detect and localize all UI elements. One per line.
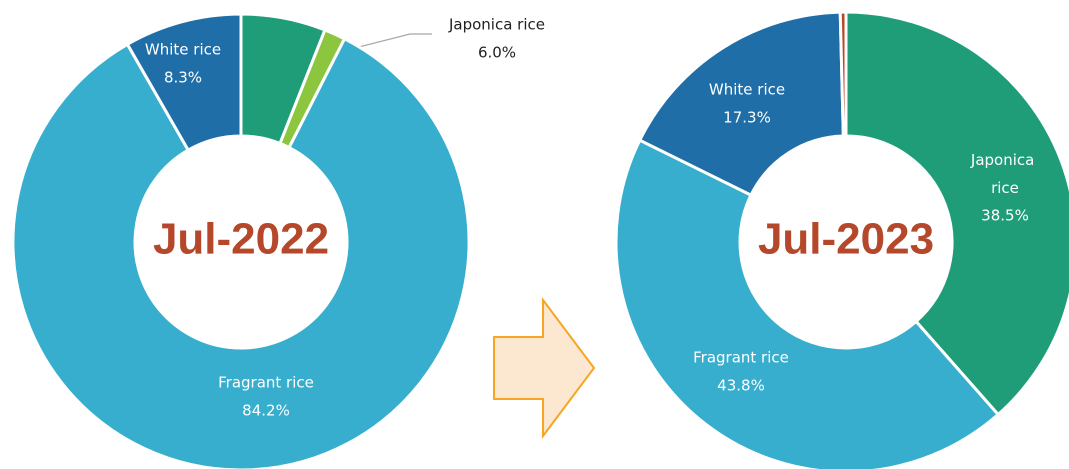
slice-value-label: 17.3%: [723, 109, 771, 127]
donut-slice: [637, 10, 845, 198]
slice-label: White rice: [145, 41, 221, 59]
slice-label: Japonica rice: [970, 151, 1039, 197]
donut-slice: [614, 138, 1001, 469]
center-label: Jul-2023: [758, 215, 934, 264]
slice-label: White rice: [709, 81, 785, 99]
label-line: Japonica: [970, 151, 1039, 169]
label-line: rice: [991, 179, 1019, 197]
arrow: [493, 297, 596, 439]
slice-value-label: 43.8%: [717, 377, 765, 395]
slice-value-label: 6.0%: [478, 44, 516, 62]
slice-value-label: 84.2%: [242, 402, 290, 420]
slice-value-label: 8.3%: [164, 69, 202, 87]
donut-slice: [11, 36, 471, 469]
donut-slice: [844, 10, 1069, 417]
donut-slice: [838, 10, 848, 138]
slice-value-label: 38.5%: [981, 207, 1029, 225]
slice-label: Fragrant rice: [693, 349, 789, 367]
center-label: Jul-2022: [153, 215, 329, 264]
slice-label: Japonica rice: [448, 16, 545, 34]
slice-label: Fragrant rice: [218, 374, 314, 392]
donut-slice: [125, 12, 243, 153]
